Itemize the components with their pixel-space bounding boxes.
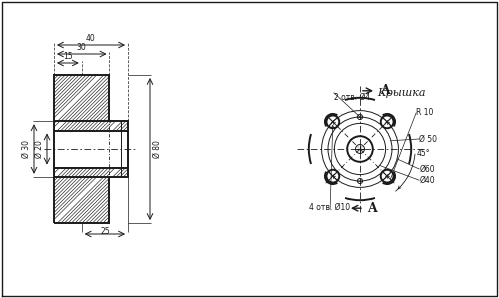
Bar <box>54 122 109 130</box>
Text: Ø 50: Ø 50 <box>419 134 437 144</box>
Text: 15: 15 <box>63 52 73 61</box>
Text: 45°: 45° <box>416 150 430 159</box>
Text: 4 отв. Ø10: 4 отв. Ø10 <box>309 203 351 212</box>
Text: Ø 30: Ø 30 <box>22 140 31 158</box>
Text: R 10: R 10 <box>416 108 434 117</box>
Text: 40: 40 <box>86 34 96 43</box>
Bar <box>54 168 109 176</box>
Bar <box>110 168 128 176</box>
Text: A: A <box>380 84 390 97</box>
Text: A: A <box>367 202 377 215</box>
Text: 25: 25 <box>100 227 110 236</box>
Text: Ø40: Ø40 <box>419 176 435 185</box>
Bar <box>54 177 109 223</box>
Text: 2 отв. Ø4: 2 отв. Ø4 <box>334 93 370 102</box>
Text: 30: 30 <box>77 43 87 52</box>
Text: Ø 80: Ø 80 <box>153 140 162 158</box>
Bar <box>54 75 109 121</box>
Text: Крышка: Крышка <box>377 88 426 98</box>
Bar <box>110 122 128 130</box>
Text: Ø60: Ø60 <box>419 164 435 173</box>
Text: Ø 20: Ø 20 <box>35 140 44 158</box>
